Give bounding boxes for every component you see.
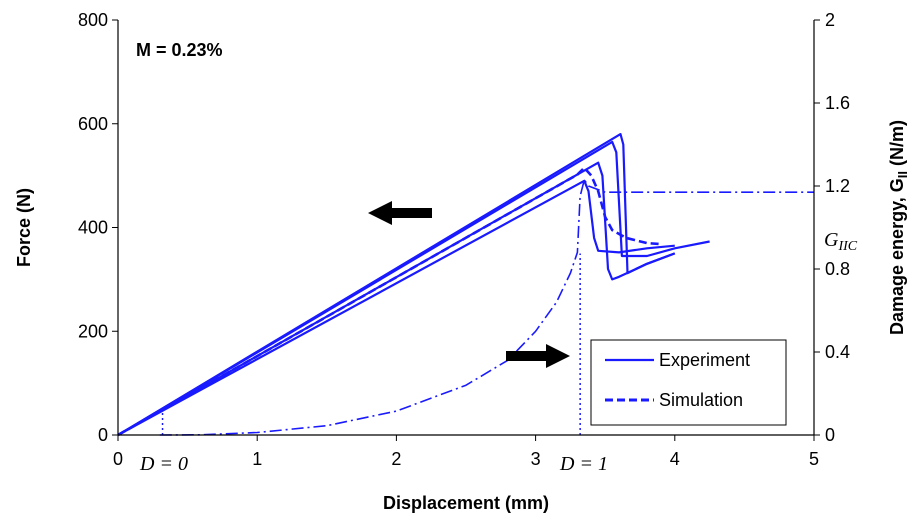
label-d1: D = 1: [559, 453, 608, 475]
y-tick-label: 600: [78, 114, 108, 134]
label-giic: GIIC: [824, 229, 858, 254]
legend: Experiment Simulation: [590, 339, 787, 426]
x-tick-label: 3: [531, 449, 541, 469]
x-tick-label: 4: [670, 449, 680, 469]
series-simulation-line: [117, 166, 661, 437]
y2-axis-title-main: Damage energy, G: [887, 178, 907, 335]
x-axis-title: Displacement (mm): [383, 493, 549, 513]
legend-label-experiment: Experiment: [659, 350, 750, 370]
y2-axis-title-unit: (N/m): [887, 120, 907, 171]
chart-annotation: M = 0.23%: [136, 40, 223, 60]
x-tick-label: 2: [391, 449, 401, 469]
label-giic-main: G: [824, 229, 839, 251]
legend-box: [590, 339, 787, 426]
y-tick-label: 800: [78, 10, 108, 30]
x-tick-label: 0: [113, 449, 123, 469]
x-tick-label: 1: [252, 449, 262, 469]
legend-label-simulation: Simulation: [659, 390, 743, 410]
label-d0: D = 0: [139, 453, 188, 475]
y-tick-label: 0: [98, 425, 108, 445]
y2-axis-title: Damage energy, GII (N/m): [887, 120, 910, 335]
label-giic-sub: IIC: [837, 239, 857, 254]
series-layer: [117, 133, 814, 437]
arrows-layer: [368, 201, 570, 368]
y-tick-label: 200: [78, 321, 108, 341]
series-experiment-line: [117, 179, 675, 436]
arrow-right-icon: [506, 344, 570, 368]
y-axis-title: Force (N): [14, 188, 34, 267]
series-damage-energy-line: [159, 179, 814, 436]
series-experiment-line: [117, 133, 676, 436]
y2-tick-label: 1.6: [825, 93, 850, 113]
series-experiment-line: [117, 140, 710, 436]
y2-tick-label: 0: [825, 425, 835, 445]
y2-tick-label: 0.8: [825, 259, 850, 279]
y2-tick-label: 1.2: [825, 176, 850, 196]
y-tick-label: 400: [78, 218, 108, 238]
x-tick-label: 5: [809, 449, 819, 469]
y2-axis-title-sub: II: [895, 171, 910, 178]
y2-tick-label: 0.4: [825, 342, 850, 362]
y2-tick-label: 2: [825, 10, 835, 30]
arrow-left-icon: [368, 201, 432, 225]
